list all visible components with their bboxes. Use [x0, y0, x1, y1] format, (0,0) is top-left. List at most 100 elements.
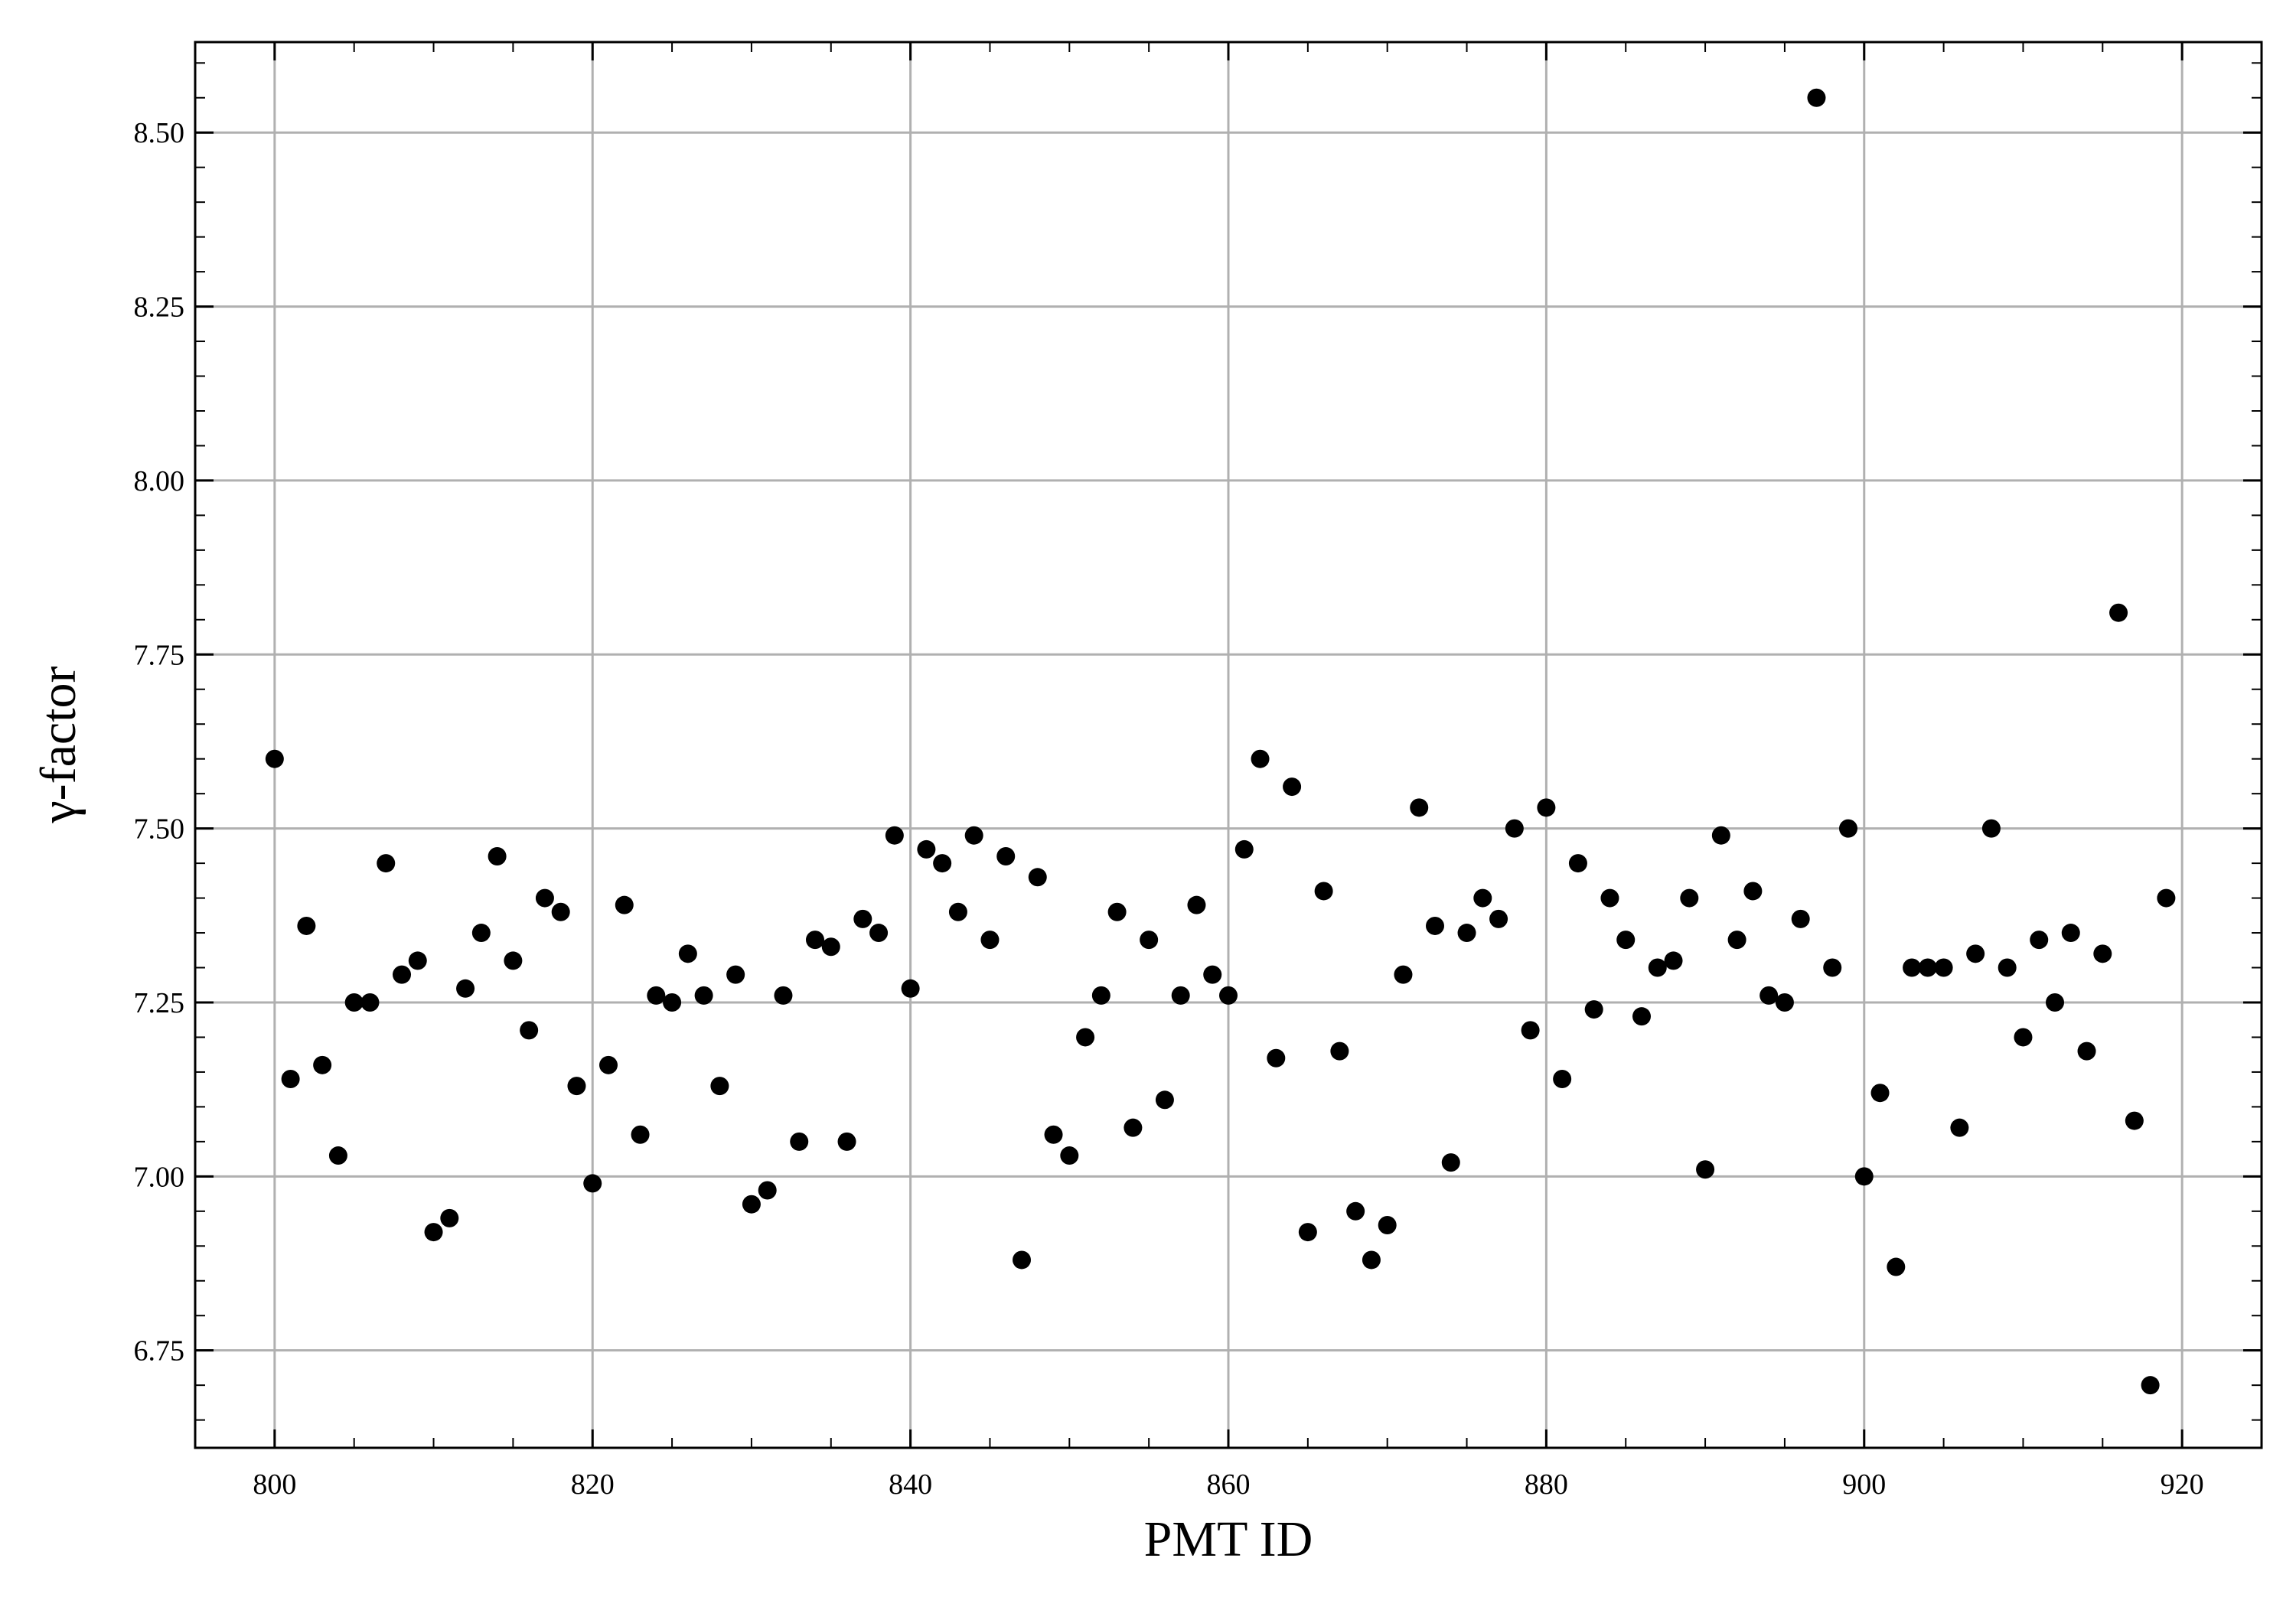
data-point — [599, 1055, 618, 1074]
data-point — [1887, 1257, 1906, 1276]
data-point — [2109, 603, 2128, 622]
data-point — [344, 993, 364, 1012]
data-point — [1426, 916, 1444, 935]
data-point — [1823, 958, 1842, 977]
data-point — [1107, 902, 1127, 921]
data-point — [1298, 1223, 1317, 1242]
data-point — [948, 902, 967, 921]
axis-ticks — [195, 42, 2262, 1448]
data-point — [1346, 1201, 1365, 1221]
data-point — [408, 951, 427, 970]
data-point — [2093, 944, 2112, 963]
data-point — [583, 1174, 602, 1193]
data-point — [1807, 88, 1826, 107]
data-point — [1155, 1090, 1174, 1110]
data-point — [281, 1070, 300, 1089]
data-point — [551, 902, 570, 921]
x-tick-label: 840 — [889, 1468, 932, 1501]
data-point — [2030, 931, 2049, 950]
data-point — [1568, 854, 1587, 873]
data-point — [440, 1208, 459, 1227]
data-point — [360, 993, 380, 1012]
data-point — [631, 1125, 650, 1144]
data-point — [1283, 777, 1302, 797]
data-point — [1076, 1028, 1095, 1047]
y-tick-label: 7.50 — [134, 813, 185, 846]
data-point — [694, 986, 713, 1005]
data-point — [1187, 895, 1206, 914]
data-point — [1632, 1007, 1651, 1026]
data-point — [2157, 888, 2176, 908]
x-tick-label: 860 — [1207, 1468, 1251, 1501]
y-tick-label: 8.25 — [134, 292, 185, 324]
data-point — [1234, 839, 1254, 859]
data-point — [2125, 1111, 2144, 1130]
data-point — [1410, 798, 1429, 817]
data-point — [917, 839, 936, 859]
data-point — [806, 931, 824, 950]
data-point — [377, 854, 396, 873]
data-point — [393, 965, 411, 984]
data-point — [1903, 958, 1922, 977]
x-tick-label: 820 — [571, 1468, 615, 1501]
data-point — [1140, 931, 1159, 950]
x-tick-label: 920 — [2161, 1468, 2204, 1501]
data-point — [2014, 1028, 2033, 1047]
data-point — [297, 916, 316, 935]
data-point — [1680, 888, 1699, 908]
data-point — [567, 1077, 586, 1096]
data-point — [1870, 1084, 1890, 1103]
data-point — [1775, 993, 1794, 1012]
y-tick-label: 7.00 — [134, 1161, 185, 1193]
data-point — [663, 993, 682, 1012]
data-point — [1966, 944, 1985, 963]
data-point — [2046, 993, 2064, 1012]
data-point — [1473, 888, 1492, 908]
data-point — [821, 937, 840, 957]
data-point — [933, 854, 952, 873]
plot-frame — [194, 41, 2263, 1449]
y-axis-title: γ-factor — [31, 666, 86, 823]
data-point — [885, 826, 904, 845]
data-point — [1044, 1125, 1063, 1144]
data-point — [1664, 951, 1683, 970]
data-point — [1441, 1153, 1460, 1172]
data-point — [1091, 986, 1110, 1005]
data-point — [2141, 1376, 2160, 1395]
y-tick-label: 7.75 — [134, 639, 185, 671]
data-point — [313, 1055, 332, 1074]
data-point — [853, 909, 872, 928]
data-point — [1934, 958, 1953, 977]
data-point — [1330, 1041, 1349, 1061]
data-point — [774, 986, 793, 1005]
data-point — [996, 847, 1016, 866]
data-point — [1553, 1070, 1572, 1089]
data-point — [869, 924, 889, 943]
data-point — [1918, 958, 1937, 977]
data-point — [790, 1132, 809, 1151]
data-point — [1791, 909, 1810, 928]
data-point — [837, 1132, 856, 1151]
data-point — [1060, 1146, 1079, 1165]
data-point — [901, 979, 920, 998]
data-point — [1219, 986, 1238, 1005]
data-point — [1584, 1000, 1603, 1019]
data-point — [1171, 986, 1190, 1005]
data-point — [980, 931, 1000, 950]
data-point — [488, 847, 507, 866]
data-point — [456, 979, 475, 998]
data-point — [1648, 958, 1667, 977]
data-point — [1362, 1250, 1381, 1270]
data-point — [1457, 924, 1476, 943]
data-point — [742, 1195, 761, 1214]
data-point — [710, 1077, 729, 1096]
data-point — [758, 1181, 777, 1200]
data-point — [647, 986, 666, 1005]
x-axis-title: PMT ID — [1144, 1511, 1313, 1567]
y-tick-label: 8.50 — [134, 117, 185, 149]
y-tick-label: 7.25 — [134, 987, 185, 1019]
data-point — [1251, 749, 1270, 768]
data-point — [1537, 798, 1556, 817]
data-point — [1950, 1118, 1969, 1137]
x-tick-label: 900 — [1842, 1468, 1886, 1501]
